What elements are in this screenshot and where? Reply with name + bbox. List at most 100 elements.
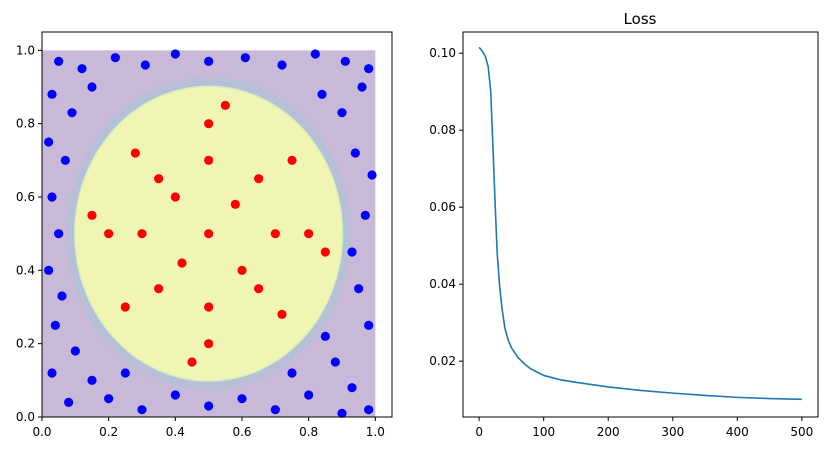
scatter-point-outside xyxy=(47,89,57,99)
scatter-point-outside xyxy=(330,357,340,367)
scatter-point-outside xyxy=(87,82,97,92)
scatter-point-outside xyxy=(364,64,374,74)
scatter-point-outside xyxy=(317,89,327,99)
loss-plot-area xyxy=(463,32,818,417)
scatter-point-inside xyxy=(254,174,264,184)
scatter-axes: 0.0 0.2 0.4 0.6 0.8 1.0 0.0 0.2 0.4 0.6 0.8 1.0 xyxy=(16,31,393,439)
x-tick-label: 0.6 xyxy=(232,425,251,439)
scatter-point-outside xyxy=(357,82,367,92)
scatter-point-outside xyxy=(287,368,297,378)
scatter-point-outside xyxy=(54,229,64,239)
y-tick-label: 0.10 xyxy=(429,46,456,60)
scatter-point-outside xyxy=(347,383,357,393)
scatter-point-outside xyxy=(277,60,287,70)
scatter-point-inside xyxy=(154,174,164,184)
scatter-point-outside xyxy=(347,247,357,257)
scatter-point-inside xyxy=(204,155,214,165)
scatter-point-outside xyxy=(320,331,330,341)
x-tick-label: 200 xyxy=(597,425,620,439)
scatter-point-inside xyxy=(104,229,114,239)
x-tick-label: 0.0 xyxy=(32,425,51,439)
contour-ring xyxy=(69,80,348,387)
x-tick-label: 0.8 xyxy=(299,425,318,439)
scatter-point-outside xyxy=(237,394,247,404)
scatter-point-outside xyxy=(44,265,54,275)
scatter-point-outside xyxy=(364,320,374,330)
loss-series-line xyxy=(478,46,802,401)
scatter-y-ticks: 0.0 0.2 0.4 0.6 0.8 1.0 xyxy=(16,43,42,424)
scatter-point-outside xyxy=(77,64,87,74)
scatter-points xyxy=(44,49,377,418)
scatter-point-outside xyxy=(310,49,320,59)
contour-ring xyxy=(66,77,351,390)
scatter-point-inside xyxy=(237,265,247,275)
scatter-point-outside xyxy=(304,390,314,400)
scatter-point-outside xyxy=(367,170,377,180)
scatter-point-outside xyxy=(240,53,250,63)
scatter-point-outside xyxy=(104,394,114,404)
x-tick-label: 1.0 xyxy=(366,425,385,439)
scatter-point-outside xyxy=(204,56,214,66)
scatter-point-outside xyxy=(170,390,180,400)
scatter-point-outside xyxy=(54,56,64,66)
scatter-point-outside xyxy=(60,155,70,165)
scatter-point-outside xyxy=(140,60,150,70)
scatter-point-inside xyxy=(154,284,164,294)
y-tick-label: 0.08 xyxy=(429,123,456,137)
scatter-point-outside xyxy=(350,148,360,158)
loss-title: Loss xyxy=(624,10,657,28)
scatter-point-inside xyxy=(220,100,230,110)
loss-y-ticks: 0.02 0.04 0.06 0.08 0.10 xyxy=(429,46,463,368)
scatter-point-outside xyxy=(50,320,60,330)
x-tick-label: 400 xyxy=(726,425,749,439)
scatter-point-outside xyxy=(70,346,80,356)
y-tick-label: 0.0 xyxy=(16,410,35,424)
scatter-point-inside xyxy=(130,148,140,158)
scatter-point-inside xyxy=(320,247,330,257)
contour-ring xyxy=(72,83,346,384)
scatter-point-inside xyxy=(187,357,197,367)
y-tick-label: 0.04 xyxy=(429,277,456,291)
scatter-point-inside xyxy=(204,302,214,312)
scatter-point-inside xyxy=(277,309,287,319)
scatter-point-outside xyxy=(360,210,370,220)
scatter-point-outside xyxy=(47,192,57,202)
scatter-point-inside xyxy=(177,258,187,268)
scatter-point-inside xyxy=(204,339,214,349)
loss-line xyxy=(478,46,802,401)
scatter-point-outside xyxy=(44,137,54,147)
loss-x-ticks: 0 100 200 300 400 500 xyxy=(475,417,813,439)
y-tick-label: 0.02 xyxy=(429,354,456,368)
x-tick-label: 0.2 xyxy=(99,425,118,439)
scatter-point-outside xyxy=(337,108,347,118)
x-tick-label: 100 xyxy=(532,425,555,439)
scatter-x-ticks: 0.0 0.2 0.4 0.6 0.8 1.0 xyxy=(32,417,385,439)
y-tick-label: 0.2 xyxy=(16,337,35,351)
scatter-point-inside xyxy=(87,210,97,220)
scatter-axes-frame xyxy=(41,31,393,418)
scatter-point-outside xyxy=(64,397,74,407)
scatter-point-inside xyxy=(120,302,130,312)
scatter-point-inside xyxy=(287,155,297,165)
y-tick-label: 1.0 xyxy=(16,43,35,57)
scatter-point-inside xyxy=(204,119,214,129)
scatter-point-inside xyxy=(170,192,180,202)
scatter-point-outside xyxy=(170,49,180,59)
scatter-point-outside xyxy=(137,405,147,415)
x-tick-label: 0 xyxy=(475,425,483,439)
scatter-point-outside xyxy=(270,405,280,415)
scatter-point-outside xyxy=(87,375,97,385)
scatter-point-inside xyxy=(304,229,314,239)
scatter-point-outside xyxy=(67,108,77,118)
scatter-point-outside xyxy=(354,284,364,294)
scatter-point-inside xyxy=(137,229,147,239)
scatter-point-outside xyxy=(337,408,347,418)
scatter-point-outside xyxy=(364,405,374,415)
y-tick-label: 0.6 xyxy=(16,190,35,204)
scatter-point-outside xyxy=(120,368,130,378)
y-tick-label: 0.8 xyxy=(16,117,35,131)
loss-axes-frame xyxy=(462,31,819,418)
y-tick-label: 0.4 xyxy=(16,263,35,277)
y-tick-label: 0.06 xyxy=(429,200,456,214)
